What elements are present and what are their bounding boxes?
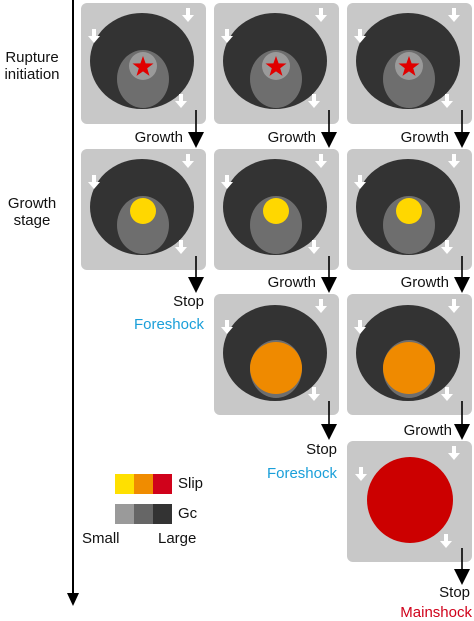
growth-label: Growth [400, 129, 449, 146]
panel-row3-col3 [347, 294, 472, 415]
stage-label-rupture-initiation: Rupture initiation [0, 49, 64, 84]
legend-slip-small-swatch [115, 474, 134, 494]
stage-label-line: Growth [7, 195, 57, 212]
panel-row4-col3 [347, 441, 472, 562]
panel-row2-col1 [81, 149, 206, 270]
stage-label-growth-stage: Growth stage [0, 195, 64, 230]
star-icon [398, 56, 420, 76]
star-icon [132, 56, 154, 76]
legend-gc-large-swatch [153, 504, 172, 524]
growth-label: Growth [267, 129, 316, 146]
legend-slip-large-swatch [153, 474, 172, 494]
foreshock-label: Foreshock [266, 465, 337, 482]
star-icon [265, 56, 287, 76]
panel-row3-col2 [214, 294, 339, 415]
growth-label: Growth [400, 274, 449, 291]
stop-label: Stop [306, 441, 337, 458]
legend-swatches [115, 474, 172, 524]
growth-label: Growth [403, 422, 452, 439]
legend-small-label: Small [82, 530, 120, 547]
legend-gc-label: Gc [178, 505, 198, 522]
panel-row1-col3 [347, 3, 472, 124]
foreshock-label: Foreshock [133, 316, 204, 333]
stage-label-line: Rupture [5, 49, 59, 66]
panel-row2-col3 [347, 149, 472, 270]
growth-label: Growth [134, 129, 183, 146]
stop-label: Stop [173, 293, 204, 310]
stage-label-line: initiation [4, 66, 60, 84]
time-axis-arrow-icon [67, 593, 79, 606]
legend-gc-medium-swatch [134, 504, 153, 524]
transition-arrows [188, 110, 470, 585]
panel-row1-col2 [214, 3, 339, 124]
legend-slip-label: Slip [178, 475, 204, 492]
stage-label-line: stage [13, 212, 51, 230]
mainshock-label: Mainshock [400, 604, 472, 621]
panel-row1-col1 [81, 3, 206, 124]
stop-label: Stop [439, 584, 470, 601]
legend-slip-medium-swatch [134, 474, 153, 494]
legend-large-label: Large [158, 530, 197, 547]
growth-label: Growth [267, 274, 316, 291]
panel-row2-col2 [214, 149, 339, 270]
legend-gc-small-swatch [115, 504, 134, 524]
